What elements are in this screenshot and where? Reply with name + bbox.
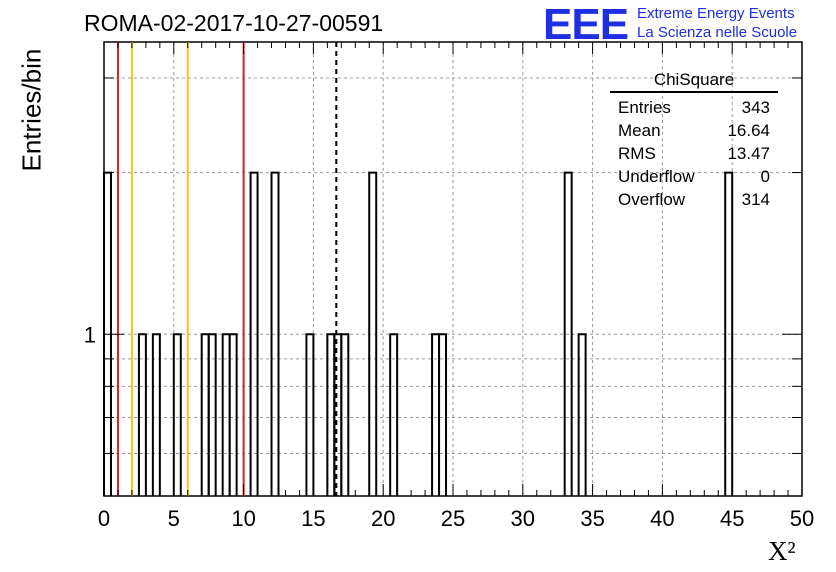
x-tick-label: 10 (231, 506, 255, 531)
stats-title: ChiSquare (610, 70, 778, 93)
histogram-bin (724, 171, 734, 496)
x-tick-label: 35 (580, 506, 604, 531)
histogram-bin (438, 333, 448, 496)
stats-label: Mean (618, 121, 661, 140)
histogram-bin (228, 333, 238, 496)
stats-label: Overflow (618, 190, 686, 209)
x-tick-label: 30 (511, 506, 535, 531)
histogram-bin (305, 333, 315, 496)
stats-value: 343 (741, 98, 770, 117)
logo-line-2: La Scienza nelle Scuole (637, 24, 798, 41)
eee-logo: EEE (543, 0, 629, 49)
stats-value: 13.47 (727, 144, 770, 163)
histogram-bin (340, 333, 350, 496)
x-tick-label: 50 (790, 506, 814, 531)
x-tick-label: 45 (720, 506, 744, 531)
histogram-bin (207, 333, 217, 496)
histogram-bin (368, 171, 378, 496)
stats-value: 16.64 (727, 121, 770, 140)
x-tick-label: 25 (441, 506, 465, 531)
stats-label: RMS (618, 144, 656, 163)
stats-row-rms: RMS 13.47 (610, 142, 778, 165)
histogram-bin (577, 333, 587, 496)
histogram-bin (389, 333, 399, 496)
logo-line-1: Extreme Energy Events (637, 5, 795, 22)
histogram-bin (249, 171, 259, 496)
x-tick-label: 5 (168, 506, 180, 531)
x-tick-label: 0 (98, 506, 110, 531)
histogram-bin (137, 333, 147, 496)
stats-value: 0 (760, 167, 770, 186)
stats-label: Entries (618, 98, 671, 117)
stats-row-entries: Entries 343 (610, 96, 778, 119)
histogram-bin (172, 333, 182, 496)
stats-value: 314 (741, 190, 770, 209)
x-tick-label: 15 (301, 506, 325, 531)
x-axis-label-text: X² (768, 536, 796, 566)
stats-row-overflow: Overflow 314 (610, 188, 778, 211)
stats-box: ChiSquare Entries 343 Mean 16.64 RMS 13.47 … (610, 70, 778, 211)
histogram-bin (563, 171, 573, 496)
histogram-bin (270, 171, 280, 496)
x-tick-label: 20 (371, 506, 395, 531)
stats-label: Underflow (618, 167, 695, 186)
x-axis-label: X² (768, 536, 796, 567)
stats-row-underflow: Underflow 0 (610, 165, 778, 188)
chart-title: ROMA-02-2017-10-27-00591 (84, 10, 384, 36)
x-tick-label: 40 (650, 506, 674, 531)
y-tick-label: 1 (84, 322, 96, 347)
histogram-bin (151, 333, 161, 496)
stats-row-mean: Mean 16.64 (610, 119, 778, 142)
